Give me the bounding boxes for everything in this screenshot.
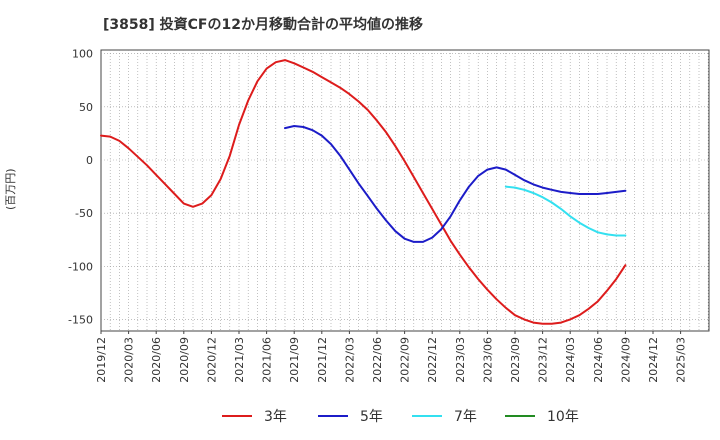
x-tick-label: 2020/09 <box>178 337 191 383</box>
legend-label: 10年 <box>547 409 579 425</box>
series-line-1 <box>100 59 627 325</box>
x-tick-label: 2019/12 <box>95 337 108 383</box>
legend: 3年 5年 7年 10年 <box>0 404 720 428</box>
x-tick-label: 2021/03 <box>233 337 246 383</box>
x-tick-label: 2021/12 <box>316 337 329 383</box>
x-tick-label: 2023/06 <box>481 337 494 383</box>
x-tick-label: 2023/03 <box>454 337 467 383</box>
x-tick-label: 2021/09 <box>288 337 301 383</box>
legend-swatch <box>318 415 348 417</box>
x-tick-label: 2024/12 <box>647 337 660 383</box>
y-tick-label: 100 <box>72 48 93 61</box>
legend-swatch <box>505 415 535 417</box>
series-line-2 <box>284 125 627 243</box>
legend-label: 7年 <box>454 409 477 425</box>
x-tick-label: 2024/03 <box>564 337 577 383</box>
x-tick-label: 2022/09 <box>399 337 412 383</box>
x-tick-label: 2022/06 <box>371 337 384 383</box>
x-tick-label: 2020/03 <box>123 337 136 383</box>
legend-label: 3年 <box>264 409 287 425</box>
x-tick-label: 2023/12 <box>537 337 550 383</box>
legend-item: 10年 <box>505 404 579 428</box>
legend-swatch <box>412 415 442 417</box>
x-tick-label: 2024/09 <box>619 337 632 383</box>
x-tick-label: 2022/03 <box>343 337 356 383</box>
y-tick-label: 50 <box>79 101 93 114</box>
legend-item: 5年 <box>318 404 383 428</box>
x-tick-label: 2025/03 <box>675 337 688 383</box>
chart-title: [3858] 投資CFの12か月移動合計の平均値の推移 <box>103 17 423 33</box>
plot-area <box>100 49 710 332</box>
x-tick-label: 2020/12 <box>205 337 218 383</box>
y-tick-label: -50 <box>75 207 93 220</box>
x-tick-label: 2024/06 <box>592 337 605 383</box>
legend-item: 3年 <box>222 404 287 428</box>
x-tick-label: 2023/09 <box>509 337 522 383</box>
legend-swatch <box>222 415 252 417</box>
x-tick-label: 2020/06 <box>150 337 163 383</box>
x-tick-label: 2022/12 <box>426 337 439 383</box>
y-tick-label: -100 <box>68 260 93 273</box>
y-tick-label: 0 <box>86 154 93 167</box>
x-tick-label: 2021/06 <box>261 337 274 383</box>
legend-item: 7年 <box>412 404 477 428</box>
y-tick-label: -150 <box>68 313 93 326</box>
legend-label: 5年 <box>360 409 383 425</box>
series-line-3 <box>504 185 627 237</box>
